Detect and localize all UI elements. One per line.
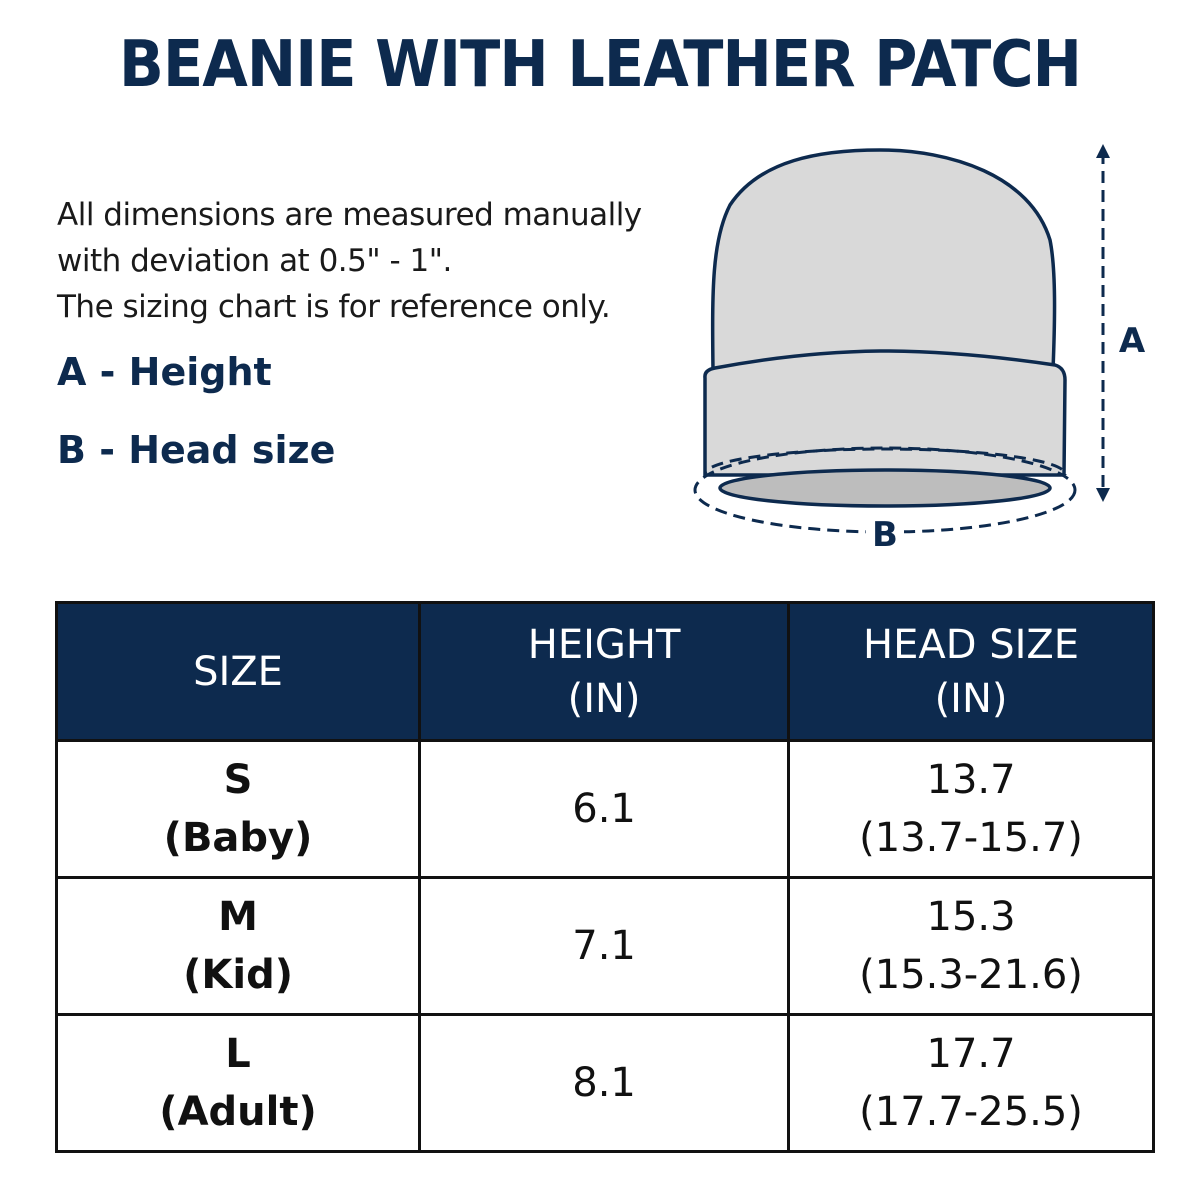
table-row: M (Kid) 7.1 15.3 (15.3-21.6): [54, 876, 1155, 1016]
height-arrow: [1096, 144, 1110, 502]
table-row: S (Baby) 6.1 13.7 (13.7-15.7): [54, 739, 1155, 879]
legend-height: A - Height: [57, 350, 272, 394]
size-cell: L (Adult): [54, 1013, 422, 1153]
header-unit: (IN): [934, 675, 1008, 722]
header-unit: (IN): [567, 675, 641, 722]
label-b: B: [872, 515, 898, 555]
size-label: (Kid): [183, 952, 293, 998]
note-line: The sizing chart is for reference only.: [57, 289, 611, 325]
header-size: SIZE: [54, 601, 422, 742]
head-size-cell: 13.7 (13.7-15.7): [787, 739, 1155, 879]
head-size-range: (15.3-21.6): [859, 952, 1083, 998]
size-chart-table: SIZE HEIGHT (IN) HEAD SIZE (IN) S (Baby) 6.…: [54, 601, 1155, 1153]
head-size-cell: 17.7 (17.7-25.5): [787, 1013, 1155, 1153]
size-cell: S (Baby): [54, 739, 422, 879]
size-label: (Baby): [163, 815, 313, 861]
measurement-note: All dimensions are measured manually wit…: [57, 192, 642, 330]
table-row: L (Adult) 8.1 17.7 (17.7-25.5): [54, 1013, 1155, 1153]
label-a: A: [1119, 321, 1146, 361]
height-cell: 8.1: [418, 1013, 791, 1153]
height-cell: 6.1: [418, 739, 791, 879]
size-code: S: [223, 757, 253, 803]
head-size-value: 17.7: [926, 1031, 1016, 1077]
head-size-cell: 15.3 (15.3-21.6): [787, 876, 1155, 1016]
size-cell: M (Kid): [54, 876, 422, 1016]
header-label: SIZE: [193, 648, 283, 695]
beanie-illustration: [703, 148, 1067, 508]
head-size-value: 15.3: [926, 894, 1016, 940]
beanie-diagram: B A: [693, 144, 1146, 555]
table-header-row: SIZE HEIGHT (IN) HEAD SIZE (IN): [54, 601, 1155, 742]
note-line: with deviation at 0.5" - 1".: [57, 243, 452, 279]
head-size-range: (13.7-15.7): [859, 815, 1083, 861]
header-head-size: HEAD SIZE (IN): [787, 601, 1155, 742]
height-cell: 7.1: [418, 876, 791, 1016]
header-label: HEIGHT: [527, 621, 681, 668]
size-code: L: [225, 1031, 251, 1077]
size-code: M: [218, 894, 258, 940]
header-label: HEAD SIZE: [862, 621, 1080, 668]
head-size-range: (17.7-25.5): [859, 1089, 1083, 1135]
head-size-value: 13.7: [926, 757, 1016, 803]
page-title: BEANIE WITH LEATHER PATCH: [118, 28, 1082, 102]
note-line: All dimensions are measured manually: [57, 197, 642, 233]
header-height: HEIGHT (IN): [418, 601, 791, 742]
size-label: (Adult): [159, 1089, 317, 1135]
legend-head-size: B - Head size: [57, 428, 336, 472]
